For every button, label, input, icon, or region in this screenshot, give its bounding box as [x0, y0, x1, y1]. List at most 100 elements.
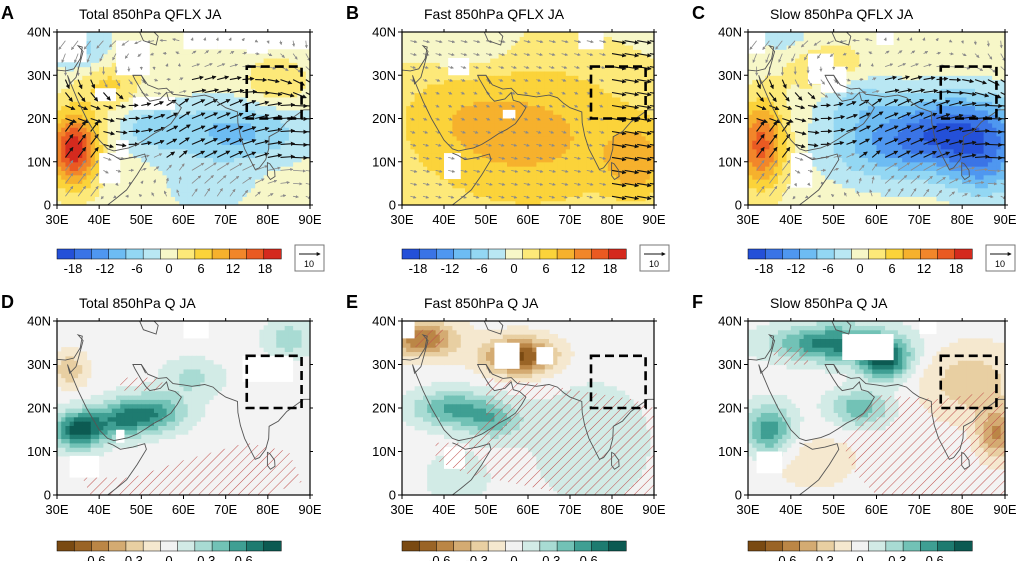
field-cell [578, 166, 584, 171]
field-cell [624, 131, 630, 137]
field-cell [553, 153, 558, 159]
field-cell [599, 105, 605, 111]
field-cell [624, 92, 630, 98]
flux-vector [229, 163, 243, 171]
field-cell [229, 174, 235, 180]
flux-vector [242, 76, 255, 82]
field-cell [111, 140, 117, 146]
field-cell [418, 153, 424, 159]
field-cell [175, 144, 180, 150]
field-cell [57, 75, 62, 81]
flux-vector [90, 92, 99, 102]
field-cell [208, 83, 214, 89]
field-cell [162, 179, 168, 184]
field-cell [486, 70, 491, 76]
field-cell [490, 148, 495, 154]
field-cell [511, 153, 516, 159]
field-cell [544, 144, 550, 150]
field-cell [544, 196, 550, 202]
field-cell [607, 118, 613, 124]
field-cell [149, 161, 155, 167]
field-cell [406, 88, 411, 94]
flux-vector [65, 172, 74, 184]
field-cell [469, 118, 474, 124]
field-cell [242, 200, 248, 205]
field-cell [435, 161, 441, 167]
field-cell [183, 75, 189, 81]
field-cell [456, 135, 462, 141]
field-cell [166, 32, 172, 37]
field-cell [107, 36, 113, 42]
field-cell [305, 105, 310, 111]
field-cell [179, 122, 185, 128]
field-cell [532, 192, 537, 197]
field-cell [418, 118, 424, 124]
field-cell [549, 96, 554, 102]
field-cell [507, 57, 512, 63]
field-cell [515, 140, 521, 146]
field-cell [229, 92, 235, 98]
field-cell [284, 153, 290, 159]
field-cell [431, 183, 437, 189]
flux-vector [229, 88, 245, 94]
field-cell [225, 122, 231, 128]
field-cell [132, 192, 138, 197]
field-cell [612, 183, 617, 189]
field-cell [162, 196, 168, 202]
field-cell [439, 187, 445, 193]
field-cell [402, 49, 407, 55]
field-cell [124, 32, 130, 37]
field-cell [481, 109, 487, 115]
field-cell [515, 183, 521, 189]
field-cell [549, 70, 554, 76]
field-cell [603, 148, 609, 154]
field-cell [431, 196, 437, 202]
field-cell [490, 174, 495, 180]
field-cell [145, 109, 151, 115]
field-cell [145, 170, 151, 176]
field-cell [544, 88, 550, 94]
field-cell [272, 53, 277, 59]
field-cell [191, 66, 197, 72]
field-cell [511, 135, 516, 141]
field-cell [297, 200, 303, 205]
field-cell [99, 187, 104, 193]
flux-vector [215, 37, 219, 41]
field-cell [431, 135, 437, 141]
field-cell [246, 66, 252, 72]
field-cell [410, 179, 416, 184]
field-cell [410, 192, 416, 197]
field-cell [578, 49, 584, 55]
field-cell [301, 187, 307, 193]
field-cell [582, 200, 588, 205]
field-cell [427, 114, 432, 120]
field-cell [204, 131, 210, 137]
field-cell [519, 62, 525, 68]
field-cell [570, 101, 575, 107]
field-cell [410, 157, 416, 163]
field-cell [612, 148, 617, 154]
field-cell [179, 135, 185, 141]
field-cell [78, 157, 83, 163]
field-cell [549, 161, 554, 167]
field-cell [469, 40, 474, 46]
field-cell [284, 166, 290, 171]
field-cell [145, 122, 151, 128]
field-cell [427, 109, 432, 115]
field-cell [57, 66, 62, 72]
field-cell [553, 62, 558, 68]
field-cell [532, 36, 537, 42]
field-cell [574, 187, 579, 193]
field-cell [523, 44, 529, 50]
field-cell [208, 148, 214, 154]
field-cell [90, 49, 96, 55]
field-cell [519, 49, 525, 55]
field-cell [402, 32, 407, 37]
field-cell [250, 83, 256, 89]
field-cell [73, 114, 79, 120]
field-cell [280, 83, 286, 89]
field-cell [599, 62, 605, 68]
field-cell [519, 170, 525, 176]
field-cell [111, 44, 117, 50]
field-cell [225, 174, 231, 180]
